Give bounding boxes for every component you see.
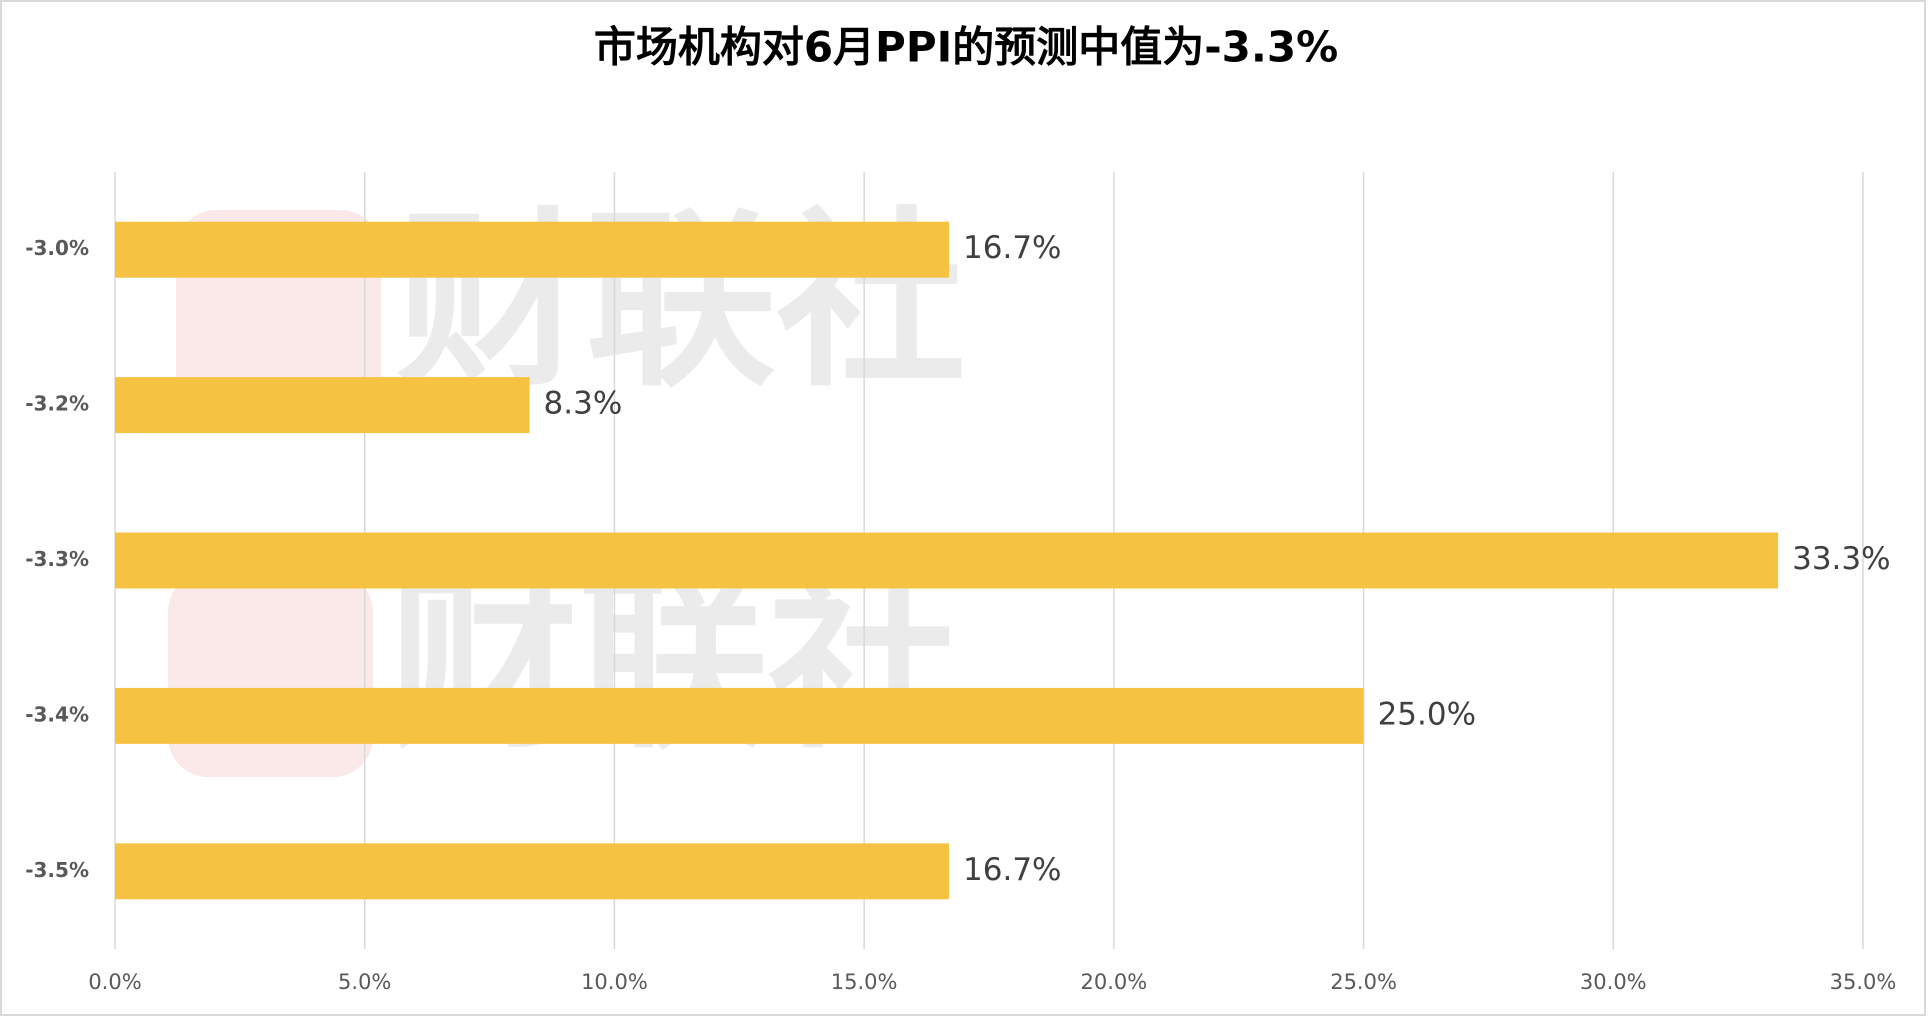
watermark-logo [168,572,373,777]
y-tick-label: -3.5% [25,858,89,882]
bar [115,843,950,900]
value-label: 16.7% [963,230,1061,266]
x-tick-label: 15.0% [831,970,898,994]
y-tick-label: -3.2% [25,392,89,416]
value-label: 8.3% [544,386,623,422]
x-tick-label: 30.0% [1580,970,1647,994]
bar [115,377,530,434]
x-tick-label: 5.0% [338,970,391,994]
y-tick-label: -3.3% [25,547,89,571]
bar [115,221,950,278]
x-tick-label: 25.0% [1330,970,1397,994]
value-label: 16.7% [963,852,1061,888]
x-tick-label: 10.0% [581,970,648,994]
y-tick-label: -3.4% [25,702,89,726]
x-tick-label: 20.0% [1080,970,1147,994]
x-tick-label: 35.0% [1830,970,1897,994]
value-label: 25.0% [1378,696,1476,732]
chart-title: 市场机构对6月PPI的预测中值为-3.3% [594,23,1338,72]
y-tick-label: -3.0% [25,236,89,260]
value-label: 33.3% [1792,541,1890,577]
bar [115,687,1364,744]
bar [115,532,1779,589]
x-tick-label: 0.0% [88,970,141,994]
